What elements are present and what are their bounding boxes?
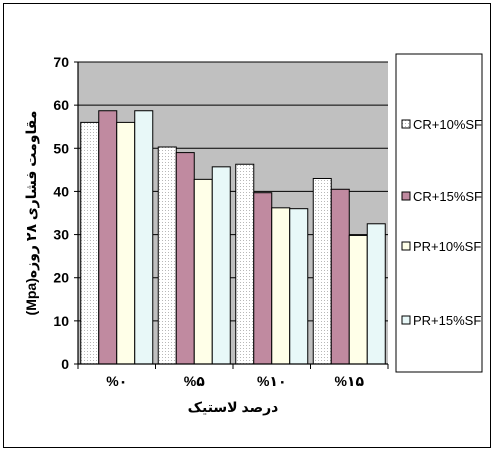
y-tick-label: 40 — [53, 183, 69, 199]
legend-swatch — [401, 119, 411, 129]
y-tick-label: 60 — [53, 97, 69, 113]
bar — [98, 110, 118, 365]
bar — [175, 152, 195, 365]
legend-label: CR+15%SF — [413, 189, 482, 204]
y-tick-label: 0 — [61, 356, 69, 372]
bar — [289, 208, 309, 365]
legend-swatch — [401, 191, 411, 201]
x-tick-label: %۵ — [184, 373, 205, 389]
bar — [253, 192, 273, 365]
bars — [80, 110, 386, 365]
legend-swatch — [401, 241, 411, 251]
y-axis-title: مقاومت فشاری ۲۸ روزه(Mpa) — [23, 111, 40, 316]
bar — [235, 163, 255, 365]
bar — [366, 223, 386, 365]
bar — [348, 234, 368, 365]
bar — [211, 166, 231, 365]
bar — [80, 121, 100, 365]
y-tick-label: 30 — [53, 227, 69, 243]
y-tick-label: 50 — [53, 140, 69, 156]
bar — [134, 110, 154, 365]
bar — [116, 121, 136, 365]
x-tick-label: %۱۰ — [257, 373, 287, 389]
bar — [271, 207, 291, 365]
y-tick-label: 10 — [53, 313, 69, 329]
legend-label: PR+15%SF — [413, 313, 481, 328]
legend-label: PR+10%SF — [413, 239, 481, 254]
bar — [312, 177, 332, 365]
legend: CR+10%SF CR+15%SF PR+10%SF PR+15%SF — [395, 53, 483, 373]
legend-label: CR+10%SF — [413, 117, 482, 132]
x-tick-labels: %۰ %۵ %۱۰ %۱۵ — [106, 373, 364, 389]
legend-swatch — [401, 315, 411, 325]
axes — [77, 62, 389, 369]
x-axis-title: درصد لاستیک — [188, 399, 279, 415]
y-tick-label: 20 — [53, 270, 69, 286]
x-tick-label: %۱۵ — [334, 373, 364, 389]
y-tick-label: 70 — [53, 54, 69, 70]
y-tick-labels: 0 10 20 30 40 50 60 70 — [53, 54, 78, 372]
bar — [193, 178, 213, 365]
x-tick-label: %۰ — [106, 373, 127, 389]
bar — [330, 188, 350, 365]
bar — [157, 146, 177, 365]
